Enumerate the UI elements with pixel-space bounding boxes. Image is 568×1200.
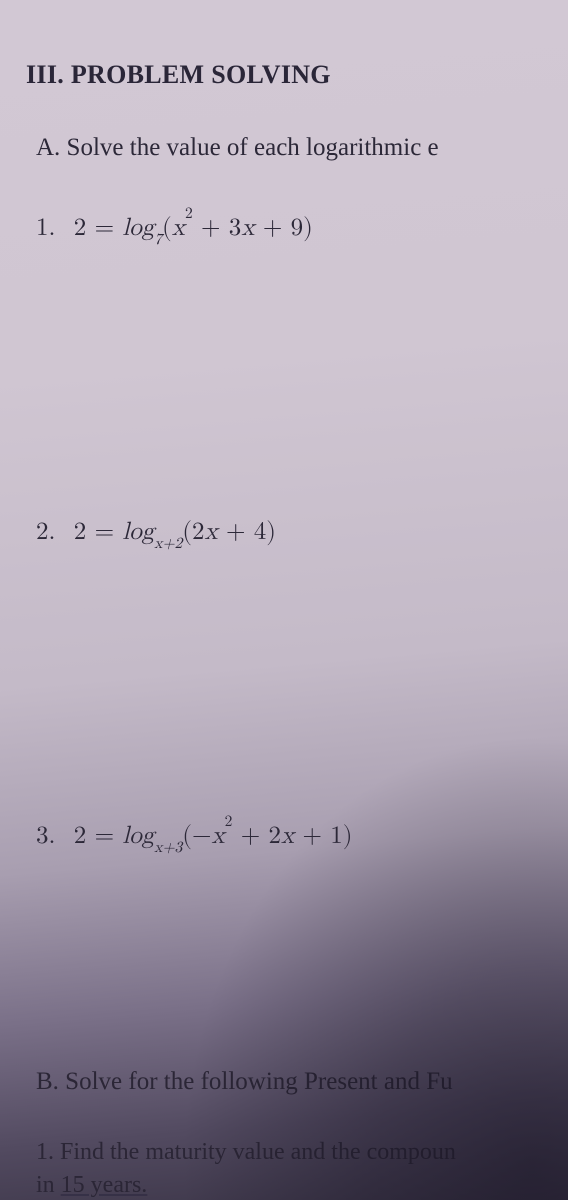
problem-1: 1. 2 = log7(x2 + 3x + 9) [36,213,542,247]
shadow-overlay [168,720,568,1200]
part-b-problem-1-line1: 1. Find the maturity value and the compo… [36,1136,542,1168]
part-b-years: 15 years. [61,1172,148,1198]
part-b-problem-1-line2: in 15 years. [36,1169,542,1200]
problem-3: 3. 2 = logx+3(−x2 + 2x + 1) [36,821,542,855]
part-b-heading: B. Solve for the following Present and F… [36,1065,542,1099]
problem-3-expression: 2 = logx+3(−x2 + 2x + 1) [74,823,353,848]
problem-2-expression: 2 = logx+2(2x + 4) [74,519,276,544]
section-title: III. PROBLEM SOLVING [26,60,542,90]
problem-1-expression: 2 = log7(x2 + 3x + 9) [74,215,313,240]
problem-3-number: 3. [36,823,55,848]
part-b-line2-prefix: in [36,1172,61,1198]
problem-1-number: 1. [36,215,55,240]
part-a-heading: A. Solve the value of each logarithmic e [36,132,542,165]
problem-2: 2. 2 = logx+2(2x + 4) [36,517,542,551]
problem-2-number: 2. [36,519,55,544]
part-b-problem-1: 1. Find the maturity value and the compo… [36,1136,542,1200]
